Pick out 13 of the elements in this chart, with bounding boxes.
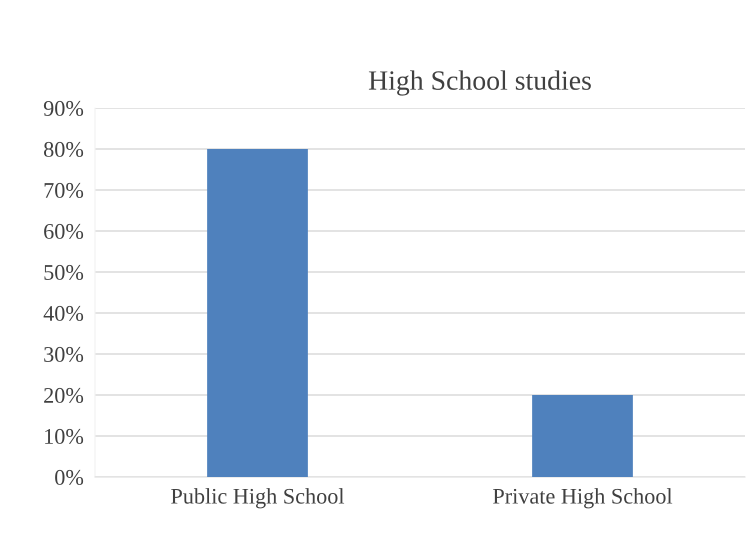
y-tick-label: 70% [44, 182, 84, 198]
y-tick-label: 30% [44, 346, 84, 362]
y-tick-label: 20% [44, 388, 84, 403]
chart-title: High School studies [368, 70, 591, 96]
y-tick-label: 60% [44, 224, 84, 239]
y-tick-label: 10% [45, 428, 84, 444]
x-tick-label: Public High School [171, 488, 344, 508]
y-tick-label: 90% [44, 100, 84, 116]
y-tick-label: 0% [55, 470, 84, 485]
y-tick-label: 40% [44, 306, 84, 321]
y-tick-label: 80% [44, 142, 84, 157]
y-tick-label: 50% [44, 264, 84, 280]
x-tick-label: Private High School [493, 488, 672, 508]
